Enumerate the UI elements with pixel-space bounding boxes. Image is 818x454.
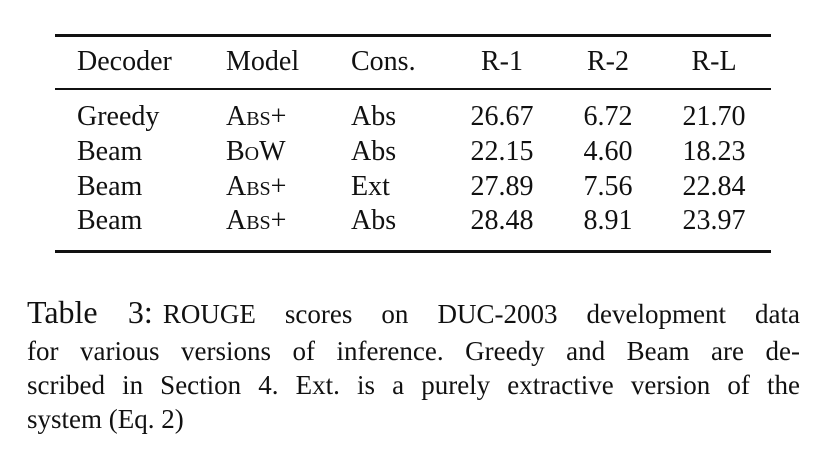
cell: 6.72 bbox=[583, 101, 633, 132]
cell: 8.91 bbox=[583, 205, 633, 236]
cell: Greedy bbox=[77, 101, 160, 132]
header-cell: Decoder bbox=[77, 46, 172, 77]
header-cell: R-1 bbox=[481, 46, 523, 77]
cell: Beam bbox=[77, 171, 143, 202]
cell: 26.67 bbox=[470, 101, 534, 132]
top-rule bbox=[55, 34, 771, 37]
mid-rule bbox=[55, 88, 771, 90]
header-cell: R-L bbox=[691, 46, 737, 77]
cell: Beam bbox=[77, 136, 143, 167]
cell: 21.70 bbox=[682, 101, 746, 132]
caption-label: Table 3: bbox=[27, 294, 153, 330]
cell: Abs+ bbox=[226, 171, 287, 202]
cell: Abs bbox=[351, 205, 397, 236]
caption-line: system (Eq. 2) bbox=[27, 404, 184, 434]
header-cell: Model bbox=[226, 46, 300, 77]
header-cell: Cons. bbox=[351, 46, 416, 77]
caption-line: for various versions of inference. Greed… bbox=[27, 336, 800, 366]
bottom-rule bbox=[55, 250, 771, 253]
cell: Beam bbox=[77, 205, 143, 236]
caption-text: ROUGE scores on DUC-2003 development dat… bbox=[162, 299, 800, 329]
cell: 18.23 bbox=[682, 136, 746, 167]
cell: BoW bbox=[226, 136, 286, 167]
cell: Abs+ bbox=[226, 205, 287, 236]
cell: 27.89 bbox=[470, 171, 534, 202]
cell: Abs bbox=[351, 101, 397, 132]
cell: Abs+ bbox=[226, 101, 287, 132]
cell: Abs bbox=[351, 136, 397, 167]
cell: 7.56 bbox=[583, 171, 633, 202]
caption-line: scribed in Section 4. Ext. is a purely e… bbox=[27, 370, 800, 400]
cell: 22.84 bbox=[682, 171, 746, 202]
cell: 22.15 bbox=[470, 136, 534, 167]
caption-line: Table 3: ROUGE scores on DUC-2003 develop… bbox=[27, 295, 800, 331]
cell: Ext bbox=[351, 171, 390, 202]
cell: 4.60 bbox=[583, 136, 633, 167]
cell: 23.97 bbox=[682, 205, 746, 236]
cell: 28.48 bbox=[470, 205, 534, 236]
header-cell: R-2 bbox=[587, 46, 629, 77]
